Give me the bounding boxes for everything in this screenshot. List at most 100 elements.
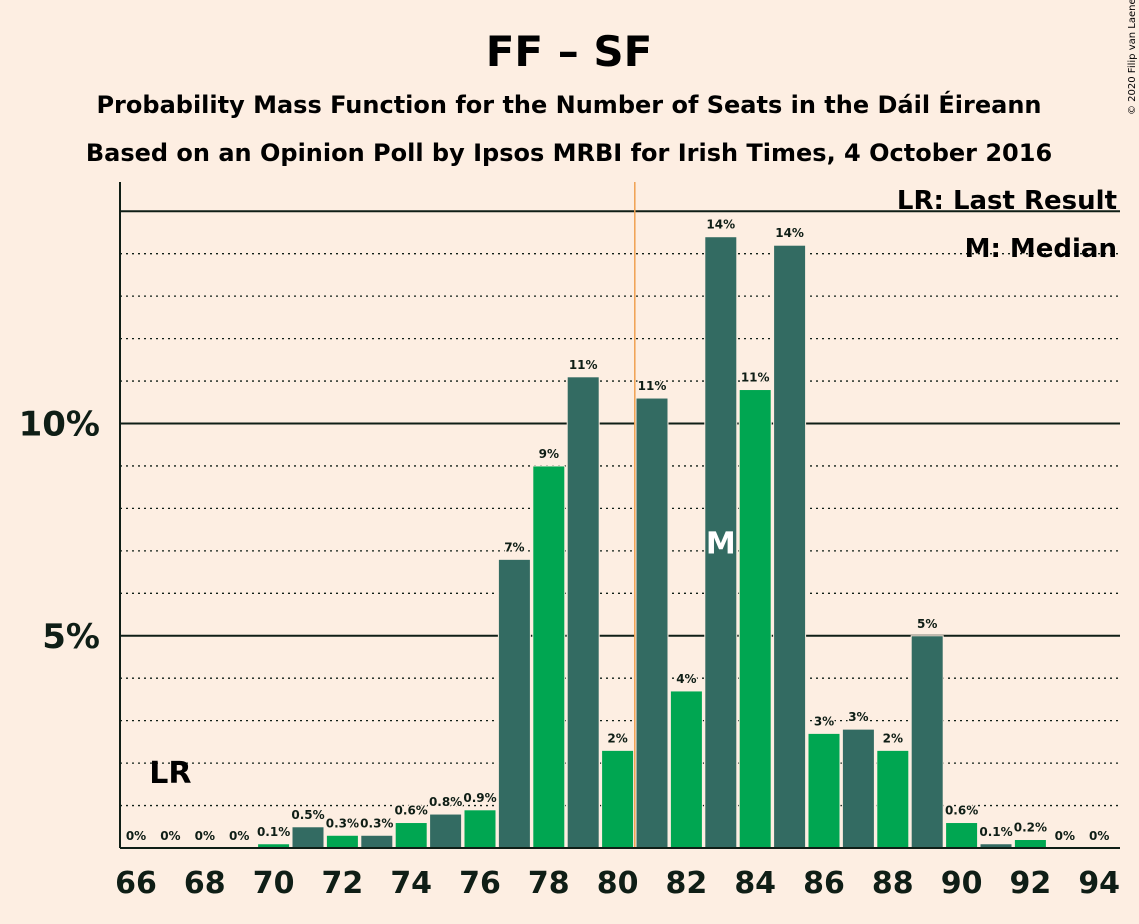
last-result-marker: LR	[149, 756, 191, 791]
bar-seat-74	[394, 822, 428, 849]
bar-seat-73	[360, 834, 394, 849]
bars	[257, 236, 1047, 849]
data-label-halo: 0.9%	[463, 791, 496, 805]
data-label-seat-74: 0.6%	[395, 804, 428, 818]
median-marker: M	[706, 526, 736, 561]
x-tick-label: 92	[1010, 866, 1052, 901]
data-label-halo: 0.1%	[257, 825, 290, 839]
data-label-halo: 7%	[504, 540, 524, 554]
data-label-seat-66: 0%	[126, 829, 146, 843]
bar-seat-81	[635, 397, 669, 849]
bar-seat-89	[910, 635, 944, 849]
data-label-seat-79: 11%	[569, 358, 598, 372]
data-label-seat-67: 0%	[160, 829, 180, 843]
data-label-halo: 0%	[126, 829, 146, 843]
x-tick-label: 74	[390, 866, 432, 901]
legend-median: M: Median	[965, 234, 1117, 264]
data-label-halo: 11%	[569, 358, 598, 372]
y-tick-label: 5%	[42, 617, 100, 657]
x-tick-label: 78	[528, 866, 570, 901]
data-label-halo: 11%	[638, 379, 667, 393]
bar-seat-86	[807, 732, 841, 849]
x-tick-label: 68	[184, 866, 226, 901]
data-label-halo: 3%	[848, 710, 868, 724]
data-label-seat-90: 0.6%	[945, 804, 978, 818]
bar-seat-82	[669, 690, 703, 849]
data-label-seat-70: 0.1%	[257, 825, 290, 839]
data-label-halo: 14%	[706, 218, 735, 232]
data-label-halo: 0.6%	[945, 804, 978, 818]
data-label-halo: 4%	[676, 672, 696, 686]
data-label-seat-75: 0.8%	[429, 795, 462, 809]
bar-seat-71	[291, 826, 325, 849]
data-label-seat-92: 0.2%	[1014, 821, 1047, 835]
bar-seat-72	[325, 834, 359, 849]
data-label-halo: 2%	[607, 731, 627, 745]
x-tick-label: 84	[734, 866, 776, 901]
data-label-halo: 14%	[775, 226, 804, 240]
x-tick-label: 80	[597, 866, 639, 901]
data-label-halo: 0.2%	[1014, 821, 1047, 835]
data-label-halo: 0.5%	[291, 808, 324, 822]
data-label-seat-84: 11%	[741, 371, 770, 385]
data-label-halo: 0%	[229, 829, 249, 843]
data-label-seat-68: 0%	[195, 829, 215, 843]
legend-last-result: LR: Last Result	[897, 186, 1117, 216]
bar-seat-92	[1013, 839, 1047, 849]
data-label-halo: 0.6%	[395, 804, 428, 818]
x-tick-label: 76	[459, 866, 501, 901]
bar-seat-88	[876, 749, 910, 849]
data-label-halo: 0%	[160, 829, 180, 843]
data-label-halo: 3%	[814, 714, 834, 728]
data-label-halo: 2%	[883, 731, 903, 745]
data-label-halo: 0%	[195, 829, 215, 843]
data-labels: 0%0% 0%0% 0%0% 0%0% 0.1%0.1%0.5%0.5%0.3%0.3%…	[124, 216, 1111, 844]
grid-lines	[120, 210, 1120, 807]
y-axis-ticks: 5% 10%	[19, 405, 100, 657]
data-label-seat-83: 14%	[706, 218, 735, 232]
data-label-seat-93: 0%	[1055, 829, 1075, 843]
x-tick-label: 70	[253, 866, 295, 901]
data-label-halo: 0%	[1055, 829, 1075, 843]
data-label-halo: 5%	[917, 617, 937, 631]
chart-subtitle-2: Based on an Opinion Poll by Ipsos MRBI f…	[86, 139, 1052, 167]
data-label-seat-76: 0.9%	[463, 791, 496, 805]
data-label-seat-71: 0.5%	[291, 808, 324, 822]
data-label-seat-73: 0.3%	[360, 816, 393, 830]
x-tick-label: 66	[115, 866, 157, 901]
bar-seat-83	[704, 236, 738, 849]
x-axis-ticks: 66 68 70 72 74 76 78 80 82 84 86 88 90 92 94	[115, 866, 1120, 901]
data-label-seat-91: 0.1%	[979, 825, 1012, 839]
data-label-seat-86: 3%	[814, 714, 834, 728]
bar-seat-75	[429, 813, 463, 849]
data-label-seat-89: 5%	[917, 617, 937, 631]
data-label-seat-77: 7%	[504, 540, 524, 554]
data-label-halo: 9%	[539, 447, 559, 461]
data-label-seat-82: 4%	[676, 672, 696, 686]
chart-subtitle-1: Probability Mass Function for the Number…	[96, 90, 1041, 119]
bar-seat-76	[463, 809, 497, 849]
x-tick-label: 88	[872, 866, 914, 901]
data-label-seat-88: 2%	[883, 731, 903, 745]
bar-seat-90	[945, 822, 979, 849]
copyright-note: © 2020 Filip van Laenen	[1127, 0, 1138, 115]
data-label-seat-85: 14%	[775, 226, 804, 240]
data-label-seat-87: 3%	[848, 710, 868, 724]
data-label-seat-81: 11%	[638, 379, 667, 393]
x-tick-label: 82	[666, 866, 708, 901]
data-label-halo: 0%	[1089, 829, 1109, 843]
data-label-halo: 11%	[741, 371, 770, 385]
chart-title: FF – SF	[486, 27, 653, 76]
data-label-seat-72: 0.3%	[326, 816, 359, 830]
bar-seat-85	[773, 244, 807, 849]
data-label-halo: 0.3%	[360, 816, 393, 830]
bar-seat-87	[841, 728, 875, 849]
data-label-halo: 0.1%	[979, 825, 1012, 839]
data-label-seat-69: 0%	[229, 829, 249, 843]
data-label-halo: 0.8%	[429, 795, 462, 809]
x-tick-label: 90	[941, 866, 983, 901]
data-label-seat-78: 9%	[539, 447, 559, 461]
x-tick-label: 86	[803, 866, 845, 901]
y-tick-label: 10%	[19, 405, 100, 445]
